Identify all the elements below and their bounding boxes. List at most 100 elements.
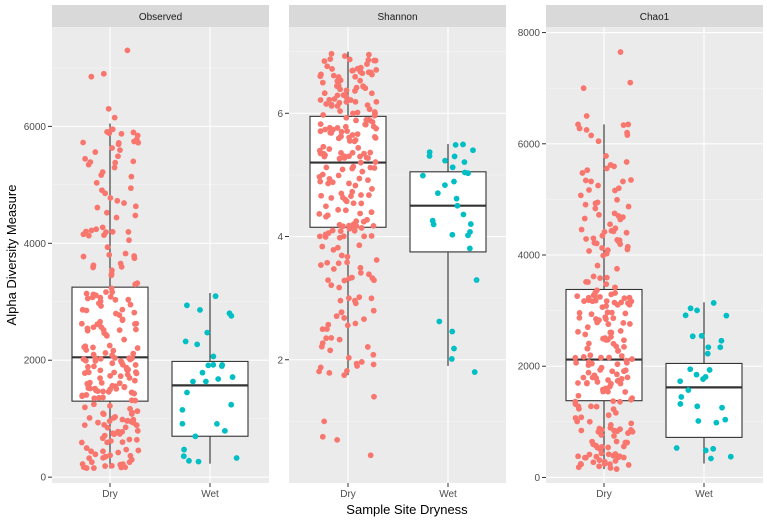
- y-tick-label: 6000: [24, 122, 47, 133]
- data-point: [91, 363, 97, 370]
- data-point: [78, 320, 85, 327]
- data-point: [114, 197, 121, 204]
- data-point: [341, 277, 348, 284]
- data-point: [352, 88, 358, 94]
- data-point: [578, 226, 585, 233]
- data-point: [344, 253, 351, 260]
- data-point: [353, 360, 360, 367]
- data-point: [727, 453, 734, 460]
- data-point: [595, 138, 602, 145]
- data-point: [628, 420, 635, 427]
- data-point: [628, 396, 634, 403]
- x-tick-label-dry: Dry: [340, 489, 356, 500]
- data-point: [348, 193, 354, 199]
- data-point: [586, 187, 592, 193]
- data-point: [366, 271, 372, 278]
- data-point: [596, 457, 603, 464]
- data-point: [101, 232, 107, 238]
- data-point: [588, 178, 594, 185]
- data-point: [596, 425, 603, 432]
- data-point: [97, 355, 104, 362]
- data-point: [370, 222, 377, 229]
- data-point: [608, 333, 614, 340]
- data-point: [613, 466, 620, 472]
- data-point: [449, 231, 456, 238]
- data-point: [430, 221, 437, 228]
- data-point: [93, 179, 100, 186]
- data-point: [628, 177, 634, 183]
- data-point: [358, 192, 364, 198]
- data-point: [620, 178, 626, 185]
- data-point: [622, 389, 629, 395]
- data-point: [603, 316, 609, 322]
- data-point: [341, 53, 348, 59]
- data-point: [615, 213, 622, 219]
- data-point: [132, 203, 139, 210]
- data-point: [451, 345, 457, 352]
- data-point: [335, 172, 342, 179]
- data-point: [453, 195, 460, 202]
- data-point: [582, 454, 589, 461]
- data-point: [588, 311, 595, 318]
- data-point: [367, 149, 374, 156]
- data-point: [364, 216, 370, 223]
- data-point: [576, 310, 583, 316]
- data-point: [321, 58, 328, 65]
- data-point: [620, 454, 627, 461]
- data-point: [619, 214, 626, 221]
- data-point: [82, 357, 89, 364]
- data-point: [605, 444, 612, 451]
- data-point: [115, 449, 122, 456]
- data-point: [467, 221, 474, 227]
- data-point: [361, 233, 368, 240]
- data-point: [694, 307, 700, 314]
- data-point: [106, 418, 113, 424]
- data-point: [344, 259, 350, 266]
- data-point: [100, 454, 106, 461]
- data-point: [323, 335, 330, 342]
- data-point: [722, 416, 729, 423]
- data-point: [603, 298, 610, 305]
- data-point: [576, 125, 583, 132]
- x-axis-title: Sample Site Dryness: [346, 502, 468, 517]
- data-point: [86, 455, 93, 462]
- data-point: [578, 414, 585, 421]
- data-point: [695, 418, 702, 424]
- data-point: [130, 129, 137, 136]
- data-point: [325, 321, 332, 328]
- data-point: [121, 336, 128, 343]
- data-point: [336, 284, 343, 291]
- data-point: [228, 312, 235, 319]
- data-point: [693, 371, 700, 378]
- data-point: [357, 264, 364, 271]
- data-point: [91, 395, 98, 402]
- data-point: [621, 343, 627, 350]
- data-point: [221, 427, 228, 434]
- data-point: [329, 179, 336, 186]
- data-point: [323, 203, 329, 210]
- data-point: [81, 422, 88, 429]
- data-point: [92, 451, 99, 458]
- data-point: [326, 124, 333, 131]
- data-point: [115, 153, 121, 160]
- data-point: [371, 112, 378, 119]
- data-point: [135, 447, 142, 454]
- data-point: [358, 359, 365, 365]
- data-point: [129, 409, 135, 416]
- data-point: [698, 332, 705, 339]
- data-point: [590, 273, 597, 280]
- data-point: [79, 306, 86, 313]
- y-tick-label: 6: [277, 109, 283, 120]
- x-axis-shannon: Dry Wet: [340, 483, 457, 500]
- data-point: [316, 233, 323, 240]
- y-axis-shannon: 2 4 6: [277, 109, 289, 366]
- data-point: [590, 292, 597, 299]
- data-point: [349, 67, 356, 74]
- data-point: [127, 301, 134, 308]
- data-point: [614, 196, 620, 203]
- data-point: [586, 248, 592, 254]
- facet-panel-chao1: Chao1 0 2000 4000 6000 8000 Dry Wet: [518, 5, 763, 500]
- data-point: [343, 99, 350, 105]
- data-point: [134, 132, 141, 139]
